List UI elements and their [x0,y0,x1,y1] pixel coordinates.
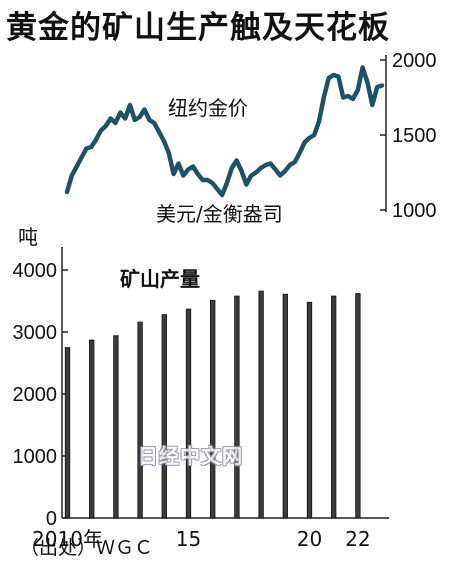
price-tick-label: 2000 [392,50,437,72]
bar-2010 [64,347,71,519]
bar-2021 [331,295,337,519]
bar-x-tick-label: 15 [176,527,201,551]
bar-y-tick-label: 4000 [13,260,58,282]
bar-chart-title: 矿山产量 [120,267,200,291]
bar-2011 [89,339,95,519]
bar-y-tick-label: 3000 [13,322,58,344]
bars-group [64,290,361,519]
watermark: 日经中文网 [138,444,243,468]
bar-x-tick-label: 22 [345,527,370,551]
bar-2014 [161,314,167,519]
source-note: （出处）ＷＧＣ [20,537,154,559]
bar-x-tick-label: 2010年 [32,527,103,551]
bar-2015 [185,308,192,519]
price-tick-label: 1000 [392,200,437,222]
gold-price-line [64,65,385,198]
bar-y-ticks: 0 1000 2000 3000 4000 [13,260,68,530]
mine-production-bar-chart: 吨 矿山产量 0 1000 2000 3000 4000 2010年 15 20 22 [13,225,389,551]
gold-price-line-chart: 1000 1500 2000 纽约金价 美元/金衡盎司 [64,50,437,226]
bar-x-tick-label: 20 [297,527,322,551]
bar-unit-label: 吨 [18,225,38,249]
bar-y-tick-label: 1000 [13,446,58,468]
bar-x-ticks: 2010年 15 20 22 [32,527,371,551]
bar-y-tick-label: 2000 [13,384,58,406]
bar-2022 [355,293,361,519]
price-axis-ticks: 1000 1500 2000 [380,50,437,222]
bar-2019 [282,293,288,519]
bar-2012 [113,335,119,519]
bar-2017 [234,295,240,519]
bar-2018 [258,290,264,519]
bar-2020 [306,301,313,519]
chart-title: 黄金的矿山生产触及天花板 [6,10,390,46]
bar-y-tick-label: 0 [46,508,57,530]
price-series-label: 纽约金价 [168,96,248,120]
bar-2016 [210,299,216,519]
price-tick-label: 1500 [392,125,437,147]
bar-2013 [137,321,143,519]
price-unit-annotation: 美元/金衡盎司 [156,202,283,226]
